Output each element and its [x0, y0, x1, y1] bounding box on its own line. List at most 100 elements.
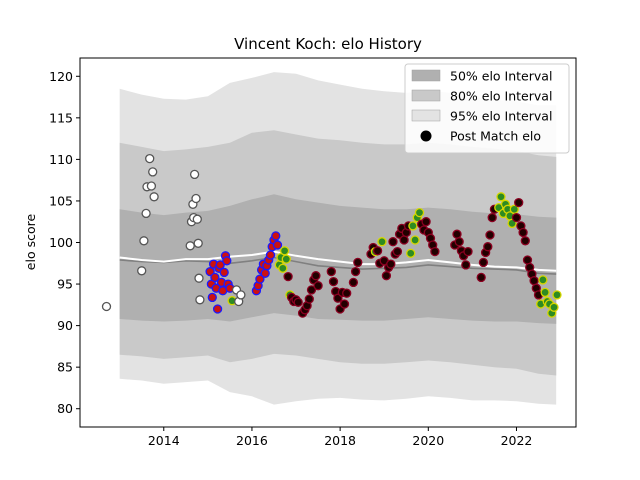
y-tick-label: 90: [57, 318, 73, 333]
data-point: [141, 208, 151, 219]
data-point: [350, 266, 361, 277]
data-point: [348, 277, 359, 288]
data-point: [255, 274, 265, 284]
data-point: [306, 285, 317, 295]
data-point: [137, 266, 147, 276]
data-point: [529, 276, 539, 286]
data-point: [552, 290, 562, 300]
data-point: [454, 237, 464, 247]
y-tick-label: 120: [49, 69, 73, 84]
data-point: [461, 260, 471, 270]
data-point: [139, 236, 149, 246]
data-point: [219, 267, 229, 278]
data-point: [483, 242, 493, 252]
plot-area: [79, 57, 577, 428]
legend: 50% elo Interval 80% elo Interval 95% elo …: [404, 63, 570, 154]
y-tick-label: 105: [49, 193, 73, 208]
data-point: [487, 212, 497, 223]
data-point: [283, 271, 293, 282]
median-line: [119, 256, 557, 275]
data-point: [222, 256, 232, 266]
legend-swatch: [411, 89, 441, 102]
data-point: [353, 257, 363, 268]
data-point: [281, 254, 291, 264]
data-point: [408, 221, 418, 231]
y-tick-label: 110: [49, 152, 73, 167]
data-point: [194, 273, 204, 283]
data-point: [328, 276, 339, 287]
x-tick-label: 2018: [324, 433, 356, 448]
trend-lines: [119, 250, 557, 275]
legend-swatch: [411, 109, 441, 122]
data-point: [193, 238, 203, 248]
data-point: [236, 290, 246, 300]
y-tick-label: 85: [57, 360, 73, 375]
x-tick-label: 2020: [412, 433, 444, 448]
data-point: [339, 299, 350, 309]
data-point: [478, 257, 489, 268]
data-point: [485, 230, 495, 240]
data-point: [304, 294, 314, 304]
post-match-points: [101, 153, 562, 318]
legend-label: 50% elo Interval: [450, 69, 552, 84]
data-point: [313, 281, 323, 291]
y-axis: 80 85 90 95 100 105 110 115 120: [49, 69, 80, 416]
data-point: [392, 246, 403, 257]
data-point: [430, 246, 440, 257]
x-axis: 2014 2016 2018 2020 2022: [148, 427, 532, 448]
y-tick-label: 80: [57, 401, 73, 416]
y-tick-label: 100: [49, 235, 73, 250]
data-point: [271, 231, 281, 241]
data-point: [538, 275, 548, 285]
data-point: [195, 295, 205, 305]
data-point: [496, 192, 506, 202]
data-point: [215, 260, 225, 270]
data-point: [207, 292, 217, 303]
data-point: [511, 212, 522, 223]
data-point: [149, 192, 159, 202]
data-point: [414, 207, 425, 218]
data-point: [509, 204, 519, 214]
data-point: [463, 246, 473, 257]
data-point: [476, 272, 486, 283]
legend-swatch: [411, 69, 441, 82]
y-tick-label: 115: [49, 110, 73, 125]
data-point: [210, 272, 220, 283]
data-point: [518, 227, 528, 238]
data-point: [421, 217, 431, 227]
data-point: [549, 302, 559, 312]
data-point: [272, 240, 283, 250]
data-point: [101, 301, 112, 312]
data-point: [192, 214, 202, 224]
data-point: [148, 167, 158, 177]
data-point: [311, 271, 321, 281]
legend-frame: [404, 63, 570, 154]
legend-marker: [420, 130, 432, 142]
mean-line: [119, 250, 557, 272]
data-point: [386, 259, 396, 269]
y-tick-label: 95: [57, 277, 73, 292]
data-point: [372, 246, 383, 256]
data-point: [540, 287, 550, 298]
legend-label: 95% elo Interval: [450, 109, 552, 124]
data-point: [293, 297, 303, 307]
x-tick-label: 2014: [148, 433, 180, 448]
x-tick-label: 2016: [236, 433, 268, 448]
data-point: [381, 271, 392, 281]
data-point: [278, 263, 288, 273]
data-point: [189, 169, 200, 180]
data-point: [514, 197, 524, 208]
data-point: [191, 193, 201, 204]
data-point: [212, 304, 223, 314]
y-axis-label: elo score: [23, 214, 38, 271]
data-point: [452, 229, 462, 239]
legend-label: Post Match elo: [450, 129, 541, 144]
data-point: [326, 266, 336, 277]
data-point: [265, 250, 276, 260]
chart-title: Vincent Koch: elo History: [234, 35, 422, 53]
data-point: [205, 266, 215, 277]
data-point: [146, 181, 157, 191]
data-point: [342, 288, 352, 298]
data-point: [377, 237, 387, 247]
